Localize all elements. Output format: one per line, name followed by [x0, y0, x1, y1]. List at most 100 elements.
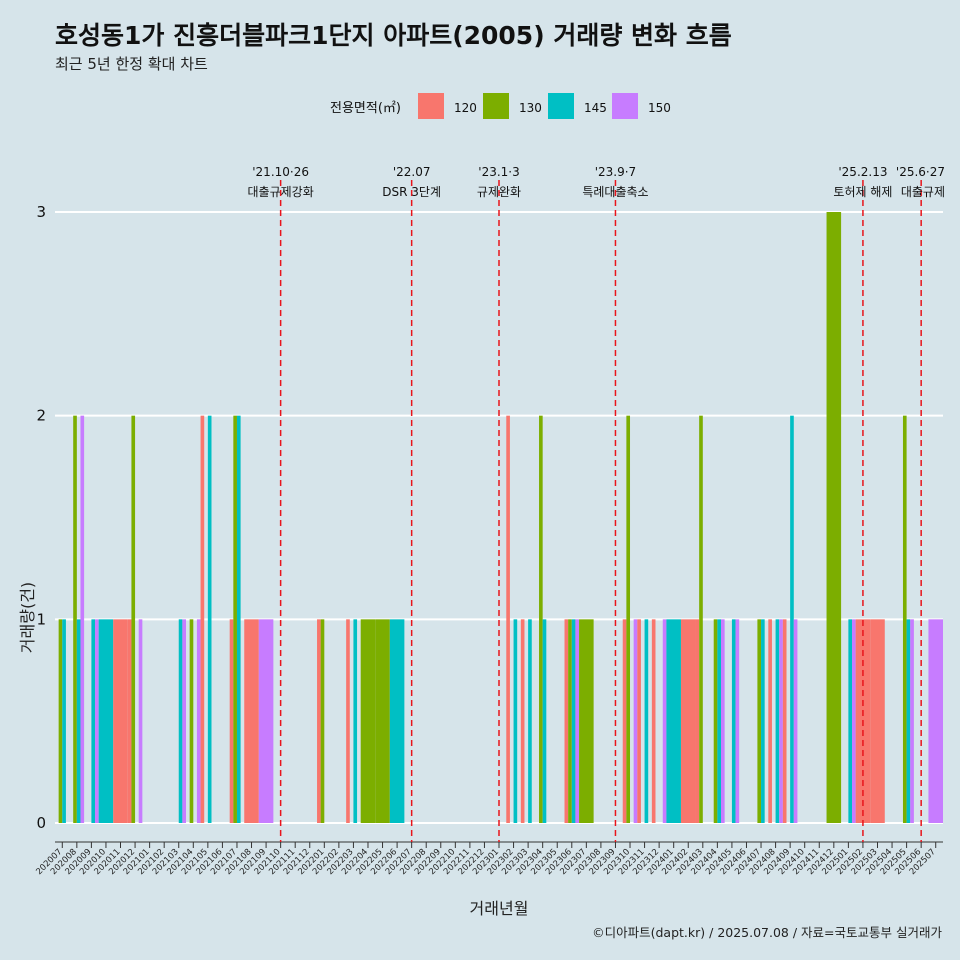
legend-swatch-120	[418, 93, 444, 119]
bar-202302-120	[506, 415, 510, 823]
bar-202109-150	[258, 619, 274, 823]
bar-202404-150	[721, 619, 725, 823]
bar-202205-130	[375, 619, 390, 823]
bar-202404-130	[713, 619, 718, 823]
bar-202203-120	[346, 619, 350, 823]
bar-202012-120	[127, 619, 132, 823]
bar-202403-120	[695, 619, 700, 823]
bar-202008-130	[73, 415, 77, 823]
bar-202311-120	[637, 619, 641, 823]
bar-202108-120	[244, 619, 259, 823]
bar-202011-120	[113, 619, 128, 823]
bar-202311-145	[644, 619, 649, 823]
bar-202403-130	[699, 415, 703, 823]
bar-202009-150	[95, 619, 99, 823]
event-label: DSR 3단계	[382, 185, 441, 199]
bar-202105-120	[200, 415, 205, 823]
legend-swatch-145	[548, 93, 574, 119]
bar-202007-130	[58, 619, 63, 823]
bar-202107-130	[233, 415, 237, 823]
bar-202407-145	[761, 619, 765, 823]
event-date-label: '25.2.13	[838, 165, 887, 179]
bar-202409-145	[790, 415, 794, 823]
bar-202507-150	[928, 619, 943, 823]
bar-202407-130	[757, 619, 762, 823]
x-axis-title: 거래년월	[470, 899, 529, 918]
bar-202010-145	[98, 619, 114, 823]
page-subtitle: 최근 5년 한정 확대 차트	[55, 55, 208, 73]
bar-202405-150	[735, 619, 740, 823]
bar-202303-145	[528, 619, 532, 823]
source-caption: ©디아파트(dapt.kr) / 2025.07.08 / 자료=국토교통부 실…	[592, 925, 942, 940]
bar-202409-120	[782, 619, 787, 823]
event-date-label: '22.07	[393, 165, 431, 179]
bar-202408-120	[768, 619, 772, 823]
bar-202402-120	[680, 619, 696, 823]
bar-202505-145	[906, 619, 911, 823]
bar-202408-150	[779, 619, 783, 823]
bar-202310-120	[622, 619, 627, 823]
bar-202107-120	[229, 619, 234, 823]
y-tick-label: 2	[36, 407, 46, 425]
y-tick-label: 3	[36, 203, 46, 221]
bar-202104-150	[196, 619, 201, 823]
bar-202007-145	[62, 619, 66, 823]
bar-202310-150	[633, 619, 638, 823]
legend-label-150: 150	[648, 101, 671, 115]
bar-202306-120	[564, 619, 569, 823]
bar-202201-130	[320, 619, 325, 823]
bar-202012-150	[138, 619, 143, 823]
event-date-label: '25.6·27	[896, 165, 945, 179]
bar-202501-150	[852, 619, 856, 823]
y-tick-label: 1	[36, 610, 46, 628]
bar-202505-150	[910, 619, 914, 823]
bar-202307-130	[579, 619, 594, 823]
event-label: 특례대출축소	[582, 185, 648, 199]
page-title: 호성동1가 진흥더블파크1단지 아파트(2005) 거래량 변화 흐름	[55, 21, 732, 50]
event-label: 규제완화	[477, 185, 521, 199]
bar-202401-145	[666, 619, 681, 823]
bar-202008-150	[80, 415, 85, 823]
event-label: 대출규제강화	[248, 185, 314, 199]
event-date-label: '21.10·26	[252, 165, 309, 179]
bar-202503-120	[870, 619, 885, 823]
bar-202303-120	[520, 619, 525, 823]
bar-202104-130	[189, 619, 194, 823]
legend-swatch-150	[612, 93, 638, 119]
event-label: 대출규제	[901, 185, 945, 199]
bar-202302-145	[513, 619, 518, 823]
legend-label-130: 130	[519, 101, 542, 115]
event-date-label: '23.9·7	[595, 165, 636, 179]
bar-202201-120	[317, 619, 321, 823]
bar-202306-145	[571, 619, 576, 823]
bar-202204-130	[360, 619, 376, 823]
bar-202304-130	[539, 415, 543, 823]
legend-label-145: 145	[584, 101, 607, 115]
bar-202206-145	[389, 619, 405, 823]
bar-202306-130	[568, 619, 572, 823]
y-tick-label: 0	[36, 814, 46, 832]
bar-202408-145	[775, 619, 780, 823]
event-date-label: '23.1·3	[478, 165, 519, 179]
bar-202501-145	[848, 619, 853, 823]
event-label: 토허제 해제	[833, 185, 892, 199]
bar-202012-130	[131, 415, 136, 823]
bar-202304-145	[542, 619, 547, 823]
legend-swatch-130	[483, 93, 509, 119]
bar-202008-145	[76, 619, 81, 823]
bar-202107-145	[236, 415, 241, 823]
bar-202103-145	[178, 619, 183, 823]
bar-202312-120	[651, 619, 656, 823]
legend-title: 전용면적(㎡)	[330, 101, 401, 116]
bar-202404-145	[717, 619, 721, 823]
bar-202505-130	[902, 415, 907, 823]
bar-202409-150	[793, 619, 798, 823]
legend-label-120: 120	[454, 101, 477, 115]
y-axis-title: 거래량(건)	[18, 582, 37, 653]
bar-202312-150	[662, 619, 667, 823]
bar-202405-145	[731, 619, 736, 823]
bar-202105-145	[207, 415, 212, 823]
bar-202310-130	[626, 415, 631, 823]
